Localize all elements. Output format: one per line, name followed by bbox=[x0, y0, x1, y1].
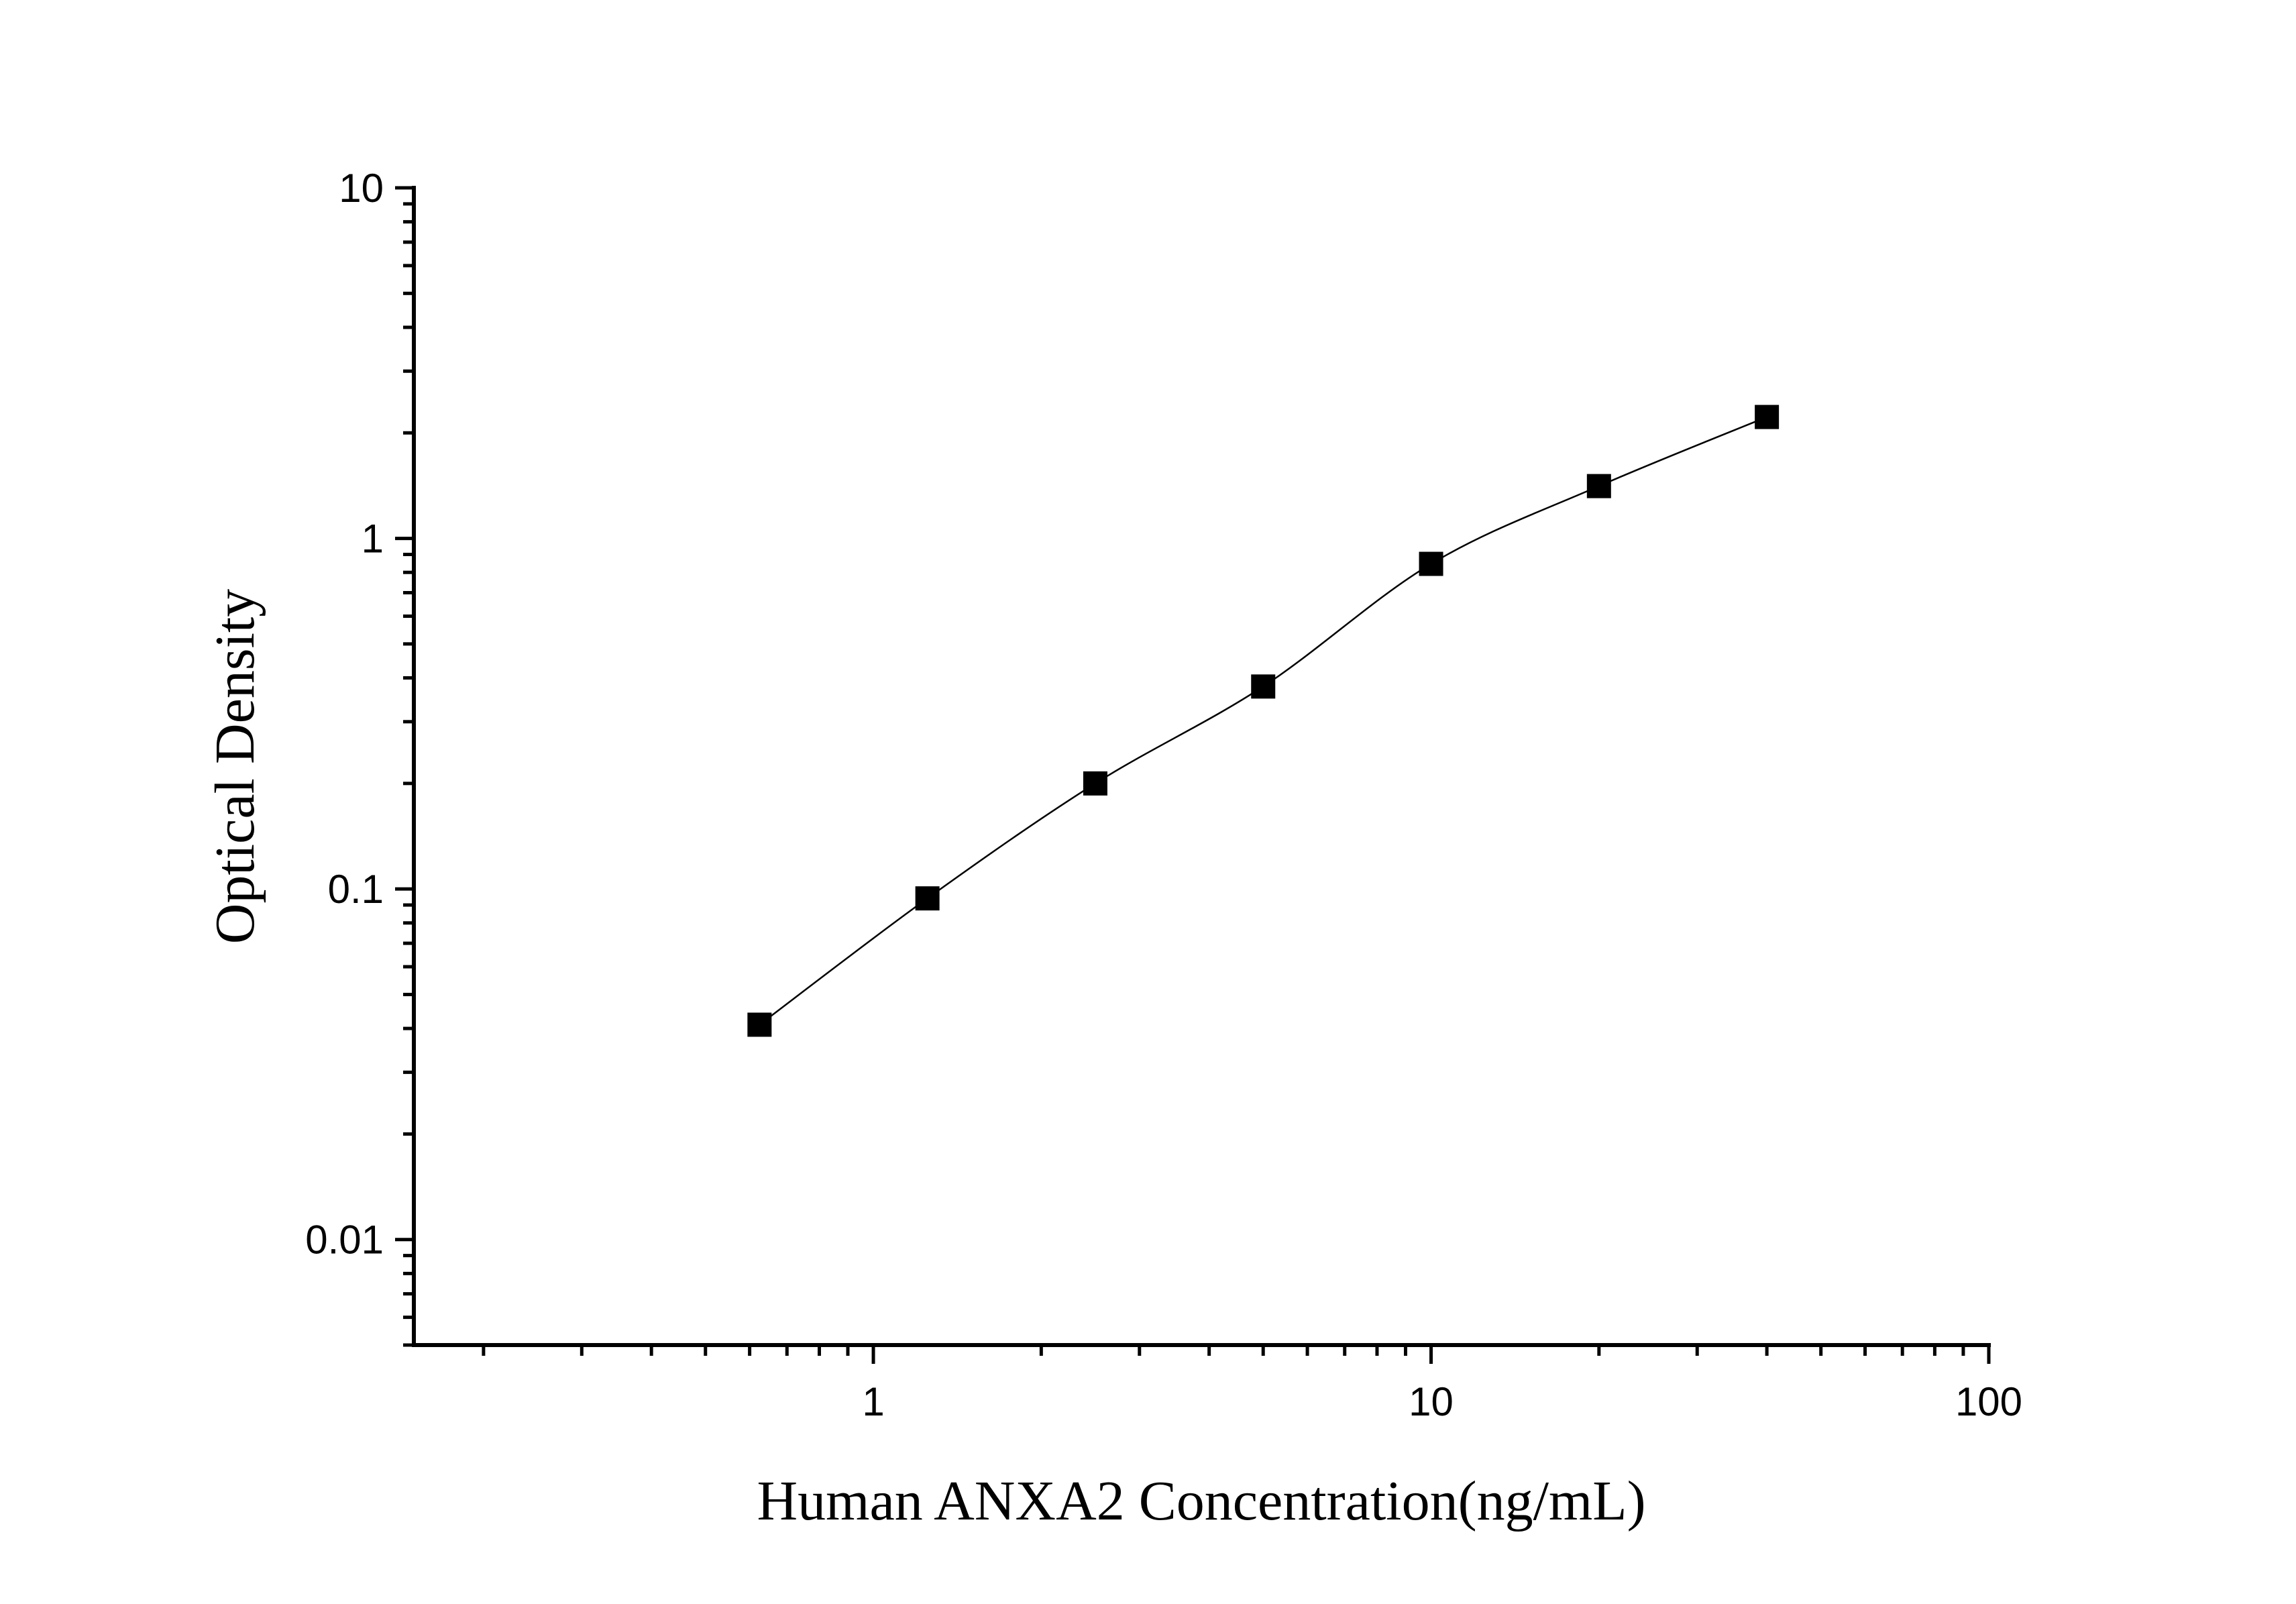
x-tick-label: 1 bbox=[862, 1379, 884, 1424]
axes bbox=[395, 186, 1991, 1364]
x-axis-title: Human ANXA2 Concentration(ng/mL) bbox=[757, 1470, 1645, 1532]
y-tick-label: 10 bbox=[339, 166, 384, 211]
fit-curve-group bbox=[759, 416, 1767, 1026]
data-point bbox=[1083, 771, 1107, 796]
data-point bbox=[915, 886, 940, 911]
data-point bbox=[1419, 551, 1443, 576]
x-tick-label: 10 bbox=[1409, 1379, 1454, 1424]
fit-curve bbox=[759, 416, 1767, 1026]
data-point bbox=[1586, 474, 1611, 498]
y-tick-label: 0.01 bbox=[305, 1218, 384, 1263]
data-point bbox=[747, 1012, 772, 1037]
tick-labels: 1 10 100 0.01 0.1 1 10 bbox=[305, 166, 2022, 1424]
x-tick-label: 100 bbox=[1955, 1379, 2022, 1424]
data-point bbox=[1755, 405, 1780, 429]
y-axis-title: Optical Density bbox=[204, 589, 266, 945]
y-tick-label: 0.1 bbox=[328, 867, 384, 912]
data-points bbox=[747, 405, 1780, 1037]
y-tick-label: 1 bbox=[362, 517, 384, 562]
data-point bbox=[1251, 674, 1276, 699]
